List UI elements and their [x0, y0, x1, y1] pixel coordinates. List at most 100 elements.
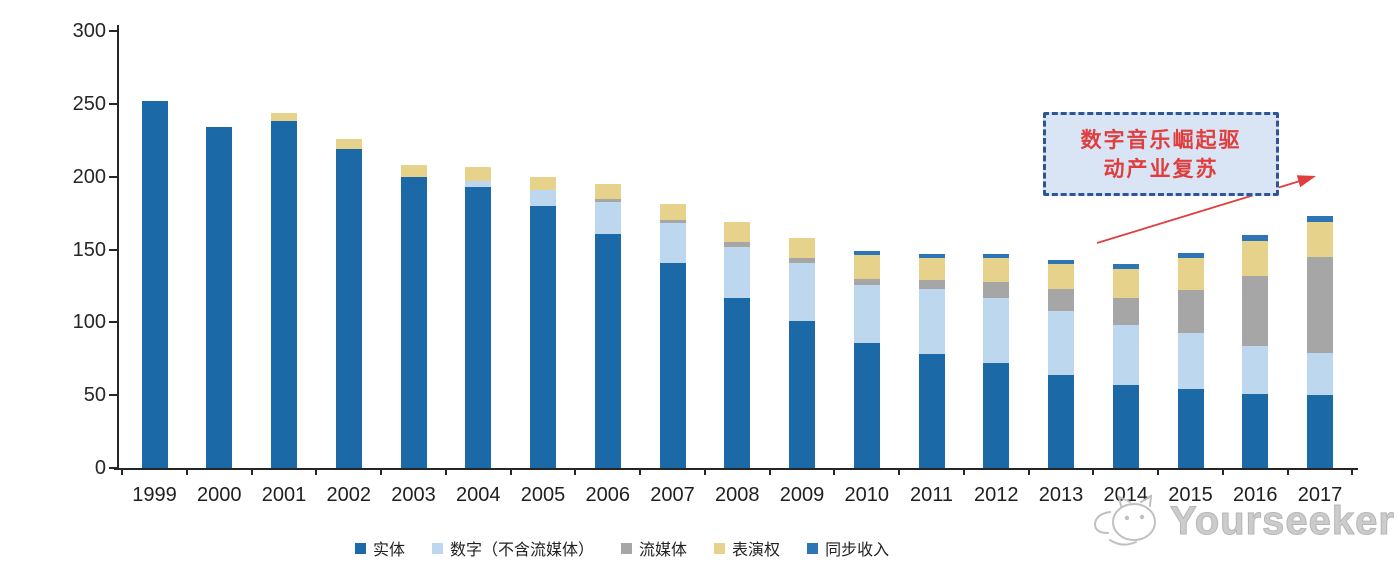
- x-tick: [703, 468, 706, 475]
- x-tick: [1157, 468, 1160, 475]
- bar-segment: [141, 101, 168, 468]
- x-tick-label: 2005: [520, 484, 566, 506]
- bar-segment: [335, 138, 362, 150]
- x-tick-label: 2009: [779, 484, 825, 506]
- legend-label: 实体: [373, 540, 406, 559]
- bar-segment: [918, 354, 945, 468]
- bar-segment: [1307, 216, 1333, 222]
- legend-label: 流媒体: [639, 540, 688, 559]
- bar-segment: [1048, 288, 1074, 311]
- bar-segment: [983, 253, 1010, 259]
- bar-segment: [530, 189, 556, 206]
- legend-swatch: [621, 542, 633, 554]
- bar-segment: [724, 221, 751, 243]
- x-tick: [1027, 468, 1030, 475]
- legend-item: 流媒体: [621, 536, 687, 560]
- legend-swatch: [714, 542, 726, 554]
- bar-segment: [659, 223, 686, 263]
- bar-segment: [1242, 393, 1269, 468]
- bar-segment: [789, 258, 815, 263]
- legend-item: 实体: [355, 536, 405, 560]
- y-tick-label: 250: [72, 93, 106, 115]
- bar-segment: [1242, 275, 1269, 346]
- bar-segment: [789, 320, 815, 468]
- legend-item: 同步收入: [807, 536, 889, 560]
- y-tick-label: 50: [83, 384, 106, 407]
- y-tick: [109, 394, 117, 397]
- bar-segment: [400, 165, 427, 177]
- bar-segment: [271, 112, 297, 122]
- y-tick: [109, 175, 117, 178]
- x-tick-label: 2003: [391, 484, 436, 506]
- legend-item: 表演权: [714, 536, 780, 560]
- bar-segment: [1112, 264, 1139, 269]
- x-tick: [1351, 468, 1354, 475]
- watermark-text: Yourseeker: [1170, 498, 1395, 543]
- bar-segment: [1307, 256, 1333, 353]
- bar-segment: [1307, 221, 1333, 257]
- bar-segment: [1112, 297, 1139, 326]
- bar-segment: [853, 255, 880, 279]
- bar-segment: [789, 237, 815, 259]
- x-tick-label: 2010: [844, 484, 890, 506]
- x-tick-label: 2016: [1233, 484, 1278, 506]
- cat-logo-icon: [1093, 494, 1156, 546]
- annotation-text-line2: 动产业复苏: [1103, 156, 1219, 181]
- bar-segment: [853, 342, 880, 468]
- x-tick: [315, 468, 318, 475]
- y-tick-label: 100: [72, 311, 106, 334]
- y-tick: [109, 103, 117, 105]
- bar-segment: [983, 297, 1010, 364]
- annotation-callout: 数字音乐崛起驱 动产业复苏: [1043, 112, 1279, 196]
- x-tick: [509, 468, 512, 475]
- bar-segment: [594, 198, 621, 202]
- x-tick-label: 2001: [261, 484, 307, 506]
- bar-segment: [465, 186, 492, 468]
- bar-segment: [1112, 325, 1139, 385]
- y-tick: [109, 248, 117, 251]
- x-tick: [444, 468, 447, 475]
- legend-label: 数字（不含流媒体）: [450, 540, 595, 559]
- x-tick-label: 2012: [974, 484, 1019, 506]
- bar-segment: [1177, 332, 1204, 390]
- x-tick: [833, 468, 836, 475]
- bar-segment: [1242, 240, 1269, 276]
- y-tick-label: 0: [94, 457, 106, 479]
- bar-segment: [400, 176, 427, 468]
- y-tick: [109, 30, 117, 33]
- bar-segment: [918, 253, 945, 259]
- legend-swatch: [432, 542, 444, 554]
- x-tick: [962, 468, 965, 475]
- x-tick: [1092, 468, 1095, 475]
- annotation-text-line1: 数字音乐崛起驱: [1080, 127, 1242, 152]
- bar-segment: [983, 258, 1010, 282]
- bar-segment: [335, 149, 362, 468]
- x-tick-label: 2006: [585, 484, 631, 506]
- bar-segment: [659, 262, 686, 468]
- bar-segment: [1242, 345, 1269, 394]
- watermark: Yourseeker: [1088, 492, 1395, 550]
- bar-segment: [918, 258, 945, 281]
- legend-swatch: [355, 542, 366, 554]
- bar-segment: [1048, 259, 1074, 265]
- bar-segment: [594, 233, 621, 468]
- x-tick-label: 2007: [650, 484, 695, 506]
- bar-segment: [1177, 389, 1204, 468]
- y-tick-label: 300: [72, 20, 106, 43]
- bar-segment: [1177, 290, 1204, 333]
- x-tick-label: 2013: [1038, 484, 1084, 506]
- bar-segment: [918, 288, 945, 355]
- x-tick: [380, 468, 383, 475]
- bar-segment: [1048, 264, 1074, 289]
- x-tick: [250, 468, 253, 475]
- bar-segment: [853, 251, 880, 256]
- bar-segment: [1242, 235, 1269, 241]
- x-tick-label: 2008: [715, 484, 760, 506]
- bar-segment: [724, 242, 751, 247]
- bar-segment: [659, 220, 686, 224]
- x-tick: [898, 468, 901, 475]
- bar-segment: [1048, 374, 1074, 468]
- bar-segment: [1307, 352, 1333, 396]
- bar-segment: [853, 278, 880, 285]
- bar-segment: [1048, 310, 1074, 375]
